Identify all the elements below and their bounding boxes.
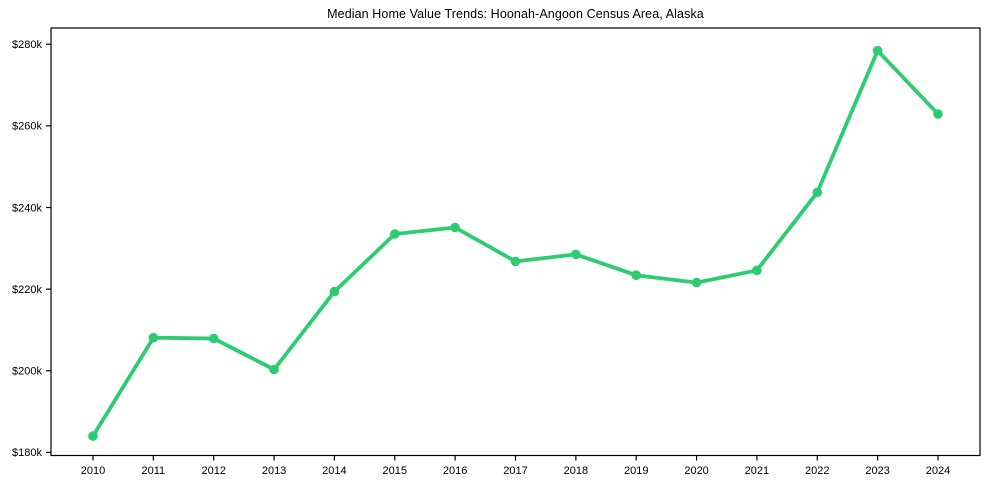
plot-border: [50, 27, 981, 457]
data-point-2012: [208, 333, 219, 344]
y-axis-tick-label: $240k: [12, 202, 42, 214]
x-axis-tick-label: 2018: [564, 465, 588, 477]
x-axis-tick-label: 2011: [142, 465, 166, 477]
data-point-2017: [510, 256, 521, 267]
data-point-2019: [631, 270, 641, 281]
x-axis-tick-label: 2021: [745, 465, 769, 477]
data-point-2010: [88, 431, 98, 441]
data-point-2013: [269, 364, 279, 375]
data-point-2016: [450, 222, 460, 233]
y-axis-tick-label: $200k: [12, 366, 42, 378]
y-axis-tick-label: $280k: [12, 39, 42, 51]
chart-title: Median Home Value Trends: Hoonah-Angoon …: [327, 7, 704, 21]
x-axis-tick-label: 2024: [926, 465, 950, 477]
data-point-2014: [329, 286, 340, 297]
data-point-2022: [812, 187, 823, 198]
x-axis-tick-label: 2020: [684, 465, 708, 477]
data-point-2011: [148, 332, 159, 343]
x-axis-tick-label: 2014: [322, 465, 346, 477]
data-point-2020: [691, 277, 702, 288]
y-axis-tick-label: $220k: [12, 284, 42, 296]
x-axis-tick-label: 2016: [443, 465, 467, 477]
x-axis-tick-label: 2017: [503, 465, 527, 477]
data-point-2015: [390, 229, 400, 239]
x-axis-tick-label: 2010: [81, 465, 105, 477]
y-axis-tick-label: $260k: [12, 121, 42, 133]
x-axis-tick-label: 2013: [262, 465, 286, 477]
data-point-2023: [872, 45, 883, 56]
data-point-2018: [571, 249, 581, 260]
x-axis-tick-label: 2015: [383, 465, 407, 477]
x-axis-tick-label: 2022: [805, 465, 829, 477]
x-axis-tick-label: 2019: [624, 465, 648, 477]
x-axis-tick-label: 2012: [201, 465, 225, 477]
x-axis-tick-label: 2023: [865, 465, 889, 477]
data-point-2024: [933, 109, 943, 119]
line-series: [91, 48, 940, 439]
data-point-2021: [752, 265, 762, 276]
y-axis-tick-label: $180k: [12, 447, 42, 459]
